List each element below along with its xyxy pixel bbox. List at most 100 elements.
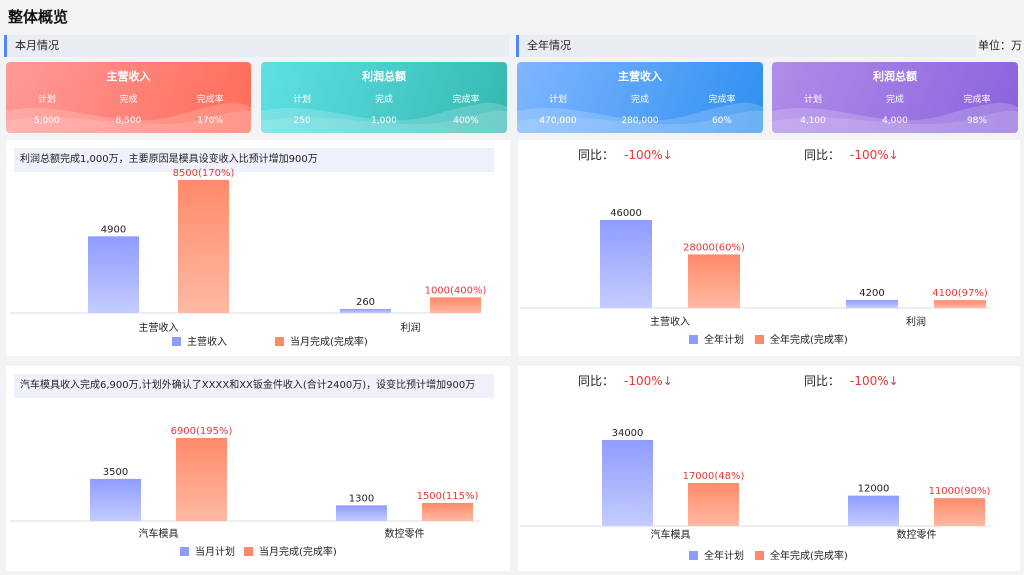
kpi-card-month-revenue[interactable]: 主营收入 计划 完成 完成率 5,000 8,500 170% xyxy=(6,62,251,133)
kpi-rate-label: 完成率 xyxy=(708,95,736,105)
legend-label: 当月完成(完成率) xyxy=(290,335,368,348)
bar-value-label: 4200 xyxy=(859,288,884,299)
yoy-indicator: 同比： -100%↓ xyxy=(804,146,899,163)
bar-done xyxy=(688,483,739,526)
kpi-plan-label: 计划 xyxy=(37,95,56,105)
kpi-card-year-revenue[interactable]: 主营收入 计划 完成 完成率 470,000 280,000 60% xyxy=(517,62,763,133)
kpi-done-label: 完成 xyxy=(119,95,138,105)
kpi-rate-value: 98% xyxy=(966,116,987,126)
legend-label: 全年计划 xyxy=(704,333,744,346)
kpi-plan-value: 250 xyxy=(293,116,311,126)
chart-panel-year-products: 同比： -100%↓ 同比： -100%↓ 34000 17000(48%) 汽车模具 1… xyxy=(518,366,1020,571)
yoy-value: -100%↓ xyxy=(850,148,899,162)
bar-plan xyxy=(602,440,653,526)
bar-value-label: 1300 xyxy=(349,493,374,504)
kpi-done-value: 4,000 xyxy=(882,116,908,126)
bar-done-label: 1500(115%) xyxy=(417,491,479,502)
bar-chart-year-products: 34000 17000(48%) 汽车模具 12000 11000(90%) 数控零件全年… xyxy=(520,428,991,562)
wave-decoration xyxy=(261,102,507,133)
yoy-value: -100%↓ xyxy=(624,374,673,388)
kpi-plan-label: 计划 xyxy=(548,95,567,105)
kpi-title: 利润总额 xyxy=(873,70,917,83)
yoy-indicator: 同比： -100%↓ xyxy=(804,372,899,389)
yoy-indicator: 同比： -100%↓ xyxy=(578,372,673,389)
bar-done xyxy=(934,498,985,526)
x-tick-label: 主营收入 xyxy=(650,315,690,328)
legend-swatch xyxy=(689,551,698,560)
legend-label: 主营收入 xyxy=(187,335,227,348)
wave-decoration xyxy=(517,102,763,133)
kpi-rate-label: 完成率 xyxy=(196,95,224,105)
yoy-indicator: 同比： -100%↓ xyxy=(578,146,673,163)
bar-plan xyxy=(336,505,387,521)
kpi-card-month-profit[interactable]: 利润总额 计划 完成 完成率 250 1,000 400% xyxy=(261,62,507,133)
kpi-done-label: 完成 xyxy=(630,95,649,105)
analysis-note: 利润总额完成1,000万，主要原因是模具设变收入比预计增加900万 xyxy=(14,148,494,172)
bar-done xyxy=(176,438,227,521)
chart-panel-month-products: 汽车模具收入完成6,900万,计划外确认了XXXX和XX钣金件收入(合计2400… xyxy=(6,366,510,571)
kpi-rate-label: 完成率 xyxy=(963,95,991,105)
bar-value-label: 3500 xyxy=(103,467,128,478)
kpi-title: 主营收入 xyxy=(106,70,151,83)
kpi-plan-label: 计划 xyxy=(803,95,822,105)
bar-done xyxy=(688,254,740,308)
x-tick-label: 数控零件 xyxy=(897,528,937,541)
kpi-done-label: 完成 xyxy=(885,95,904,105)
section-header-year: 全年情况 xyxy=(516,35,976,57)
yoy-label: 同比： xyxy=(804,148,841,162)
bar-value-label: 4900 xyxy=(101,224,126,235)
legend-label: 全年计划 xyxy=(704,549,744,562)
bar-value-label: 12000 xyxy=(858,484,890,495)
yoy-label: 同比： xyxy=(578,374,615,388)
legend-label: 全年完成(完成率) xyxy=(770,333,848,346)
bar-plan xyxy=(88,236,139,313)
bar-plan xyxy=(848,495,899,526)
bar-done xyxy=(430,297,481,313)
section-header-month: 本月情况 xyxy=(4,35,509,57)
kpi-done-value: 1,000 xyxy=(371,116,397,126)
legend-swatch xyxy=(755,551,764,560)
kpi-plan-label: 计划 xyxy=(292,95,311,105)
bar-done-label: 28000(60%) xyxy=(683,242,745,253)
kpi-plan-value: 4,100 xyxy=(800,116,826,126)
yoy-value: -100%↓ xyxy=(850,374,899,388)
kpi-rate-value: 400% xyxy=(453,116,479,126)
bar-value-label: 46000 xyxy=(610,208,642,219)
legend-swatch xyxy=(689,335,698,344)
bar-plan xyxy=(90,478,141,521)
kpi-rate-label: 完成率 xyxy=(452,95,480,105)
bar-done-label: 17000(48%) xyxy=(683,471,745,482)
kpi-title: 主营收入 xyxy=(618,70,662,83)
kpi-done-value: 8,500 xyxy=(115,116,142,126)
wave-decoration xyxy=(772,102,1018,133)
yoy-label: 同比： xyxy=(804,374,841,388)
x-tick-label: 利润 xyxy=(906,315,926,328)
kpi-rate-value: 60% xyxy=(711,116,732,126)
legend-label: 当月完成(完成率) xyxy=(259,545,337,558)
legend-swatch xyxy=(755,335,764,344)
x-tick-label: 利润 xyxy=(401,321,421,334)
legend-swatch xyxy=(275,337,284,346)
bar-plan xyxy=(600,220,652,308)
chart-panel-month-overview: 利润总额完成1,000万，主要原因是模具设变收入比预计增加900万 4900 85… xyxy=(6,140,510,356)
bar-done-label: 1000(400%) xyxy=(425,285,487,296)
bar-done-label: 11000(90%) xyxy=(929,486,991,497)
bar-value-label: 34000 xyxy=(612,428,644,439)
page-title: 整体概览 xyxy=(8,8,69,26)
bar-done-label: 8500(170%) xyxy=(173,168,235,179)
bar-done-label: 6900(195%) xyxy=(171,426,233,437)
legend-label: 当月计划 xyxy=(195,545,235,558)
bar-plan xyxy=(340,308,391,313)
legend-swatch xyxy=(244,547,253,556)
x-tick-label: 汽车模具 xyxy=(139,527,179,540)
bar-done xyxy=(934,300,986,308)
legend-label: 全年完成(完成率) xyxy=(770,549,848,562)
yoy-value: -100%↓ xyxy=(624,148,673,162)
chart-panel-year-overview: 同比： -100%↓ 同比： -100%↓ 46000 28000(60%) 主营收入 4… xyxy=(518,140,1020,356)
wave-decoration xyxy=(6,102,251,133)
kpi-rate-value: 170% xyxy=(197,116,223,126)
kpi-card-year-profit[interactable]: 利润总额计划 完成 完成率 4,100 4,000 98% xyxy=(772,62,1018,133)
analysis-note: 汽车模具收入完成6,900万,计划外确认了XXXX和XX钣金件收入(合计2400… xyxy=(14,374,494,398)
